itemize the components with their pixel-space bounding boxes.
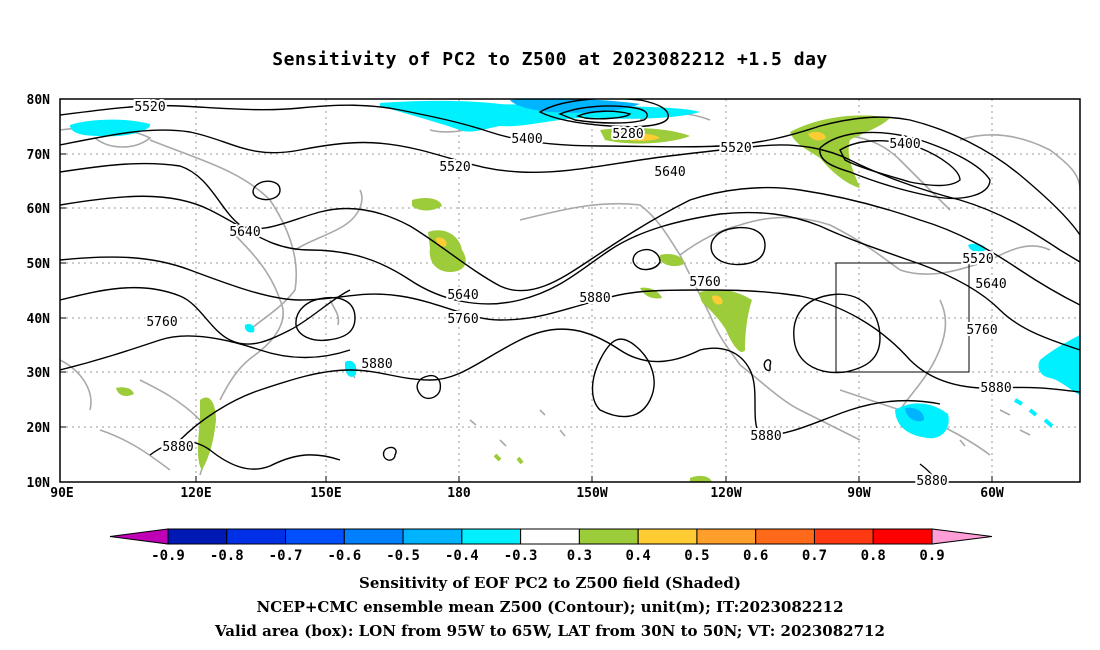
contour-label: 5880 bbox=[980, 381, 1011, 396]
valid-area-box bbox=[835, 262, 970, 373]
contour-label: 5760 bbox=[447, 312, 478, 327]
map-title: Sensitivity of PC2 to Z500 at 2023082212… bbox=[272, 49, 828, 70]
colorbar-label: -0.8 bbox=[210, 548, 244, 564]
colorbar-swatch bbox=[402, 528, 463, 545]
map-border bbox=[59, 98, 1081, 483]
colorbar-label: 0.7 bbox=[802, 548, 827, 564]
contour-label: 5760 bbox=[689, 275, 720, 290]
caption-line-1: Sensitivity of EOF PC2 to Z500 field (Sh… bbox=[359, 574, 741, 592]
axis-ticks bbox=[60, 98, 993, 483]
colorbar-label: -0.4 bbox=[445, 548, 479, 564]
lon-label: 180 bbox=[447, 486, 471, 501]
colorbar: -0.9 -0.8 -0.7 -0.6 -0.5 -0.4 -0.3 0.3 0.4 0.5 0.6… bbox=[109, 528, 993, 564]
contour-label: 5880 bbox=[579, 291, 610, 306]
contour-label: 5760 bbox=[966, 323, 997, 338]
lat-label: 30N bbox=[27, 366, 51, 381]
colorbar-swatch bbox=[637, 528, 698, 545]
colorbar-swatch bbox=[520, 528, 580, 545]
lon-label: 150W bbox=[576, 486, 607, 501]
lat-label: 70N bbox=[27, 148, 51, 163]
caption-line-2: NCEP+CMC ensemble mean Z500 (Contour); u… bbox=[256, 598, 844, 616]
colorbar-label: -0.9 bbox=[151, 548, 185, 564]
lat-label: 10N bbox=[27, 476, 51, 491]
colorbar-swatch bbox=[755, 528, 815, 545]
colorbar-label: 0.9 bbox=[919, 548, 944, 564]
colorbar-min-arrow bbox=[109, 528, 169, 545]
colorbar-max-arrow bbox=[931, 528, 993, 545]
contour-label: 5640 bbox=[975, 277, 1006, 292]
colorbar-swatch bbox=[872, 528, 933, 545]
lon-label: 60W bbox=[980, 486, 1004, 501]
colorbar-swatch bbox=[696, 528, 757, 545]
colorbar-swatch bbox=[343, 528, 404, 545]
contour-label: 5280 bbox=[612, 127, 643, 142]
lon-label: 150E bbox=[310, 486, 341, 501]
colorbar-swatch bbox=[461, 528, 522, 545]
lat-label: 80N bbox=[27, 93, 51, 108]
contour-label: 5880 bbox=[916, 474, 947, 489]
colorbar-label: 0.6 bbox=[743, 548, 768, 564]
colorbar-label: 0.8 bbox=[861, 548, 886, 564]
contour-label: 5400 bbox=[889, 137, 920, 152]
contour-label: 5520 bbox=[134, 100, 165, 115]
lon-label: 90W bbox=[847, 486, 871, 501]
lat-label: 20N bbox=[27, 421, 51, 436]
contour-label: 5520 bbox=[439, 160, 470, 175]
contour-label: 5880 bbox=[162, 440, 193, 455]
z500-contours bbox=[60, 99, 1080, 482]
lon-label: 90E bbox=[50, 486, 73, 501]
lat-label: 40N bbox=[27, 312, 51, 327]
colorbar-swatch bbox=[167, 528, 228, 545]
lat-label: 50N bbox=[27, 257, 51, 272]
colorbar-label: -0.5 bbox=[386, 548, 420, 564]
colorbar-label: -0.3 bbox=[504, 548, 538, 564]
colorbar-label: 0.4 bbox=[626, 548, 651, 564]
colorbar-label: -0.6 bbox=[327, 548, 361, 564]
colorbar-swatch bbox=[578, 528, 639, 545]
colorbar-swatch bbox=[813, 528, 874, 545]
contour-label: 5880 bbox=[750, 429, 781, 444]
lon-label: 120E bbox=[180, 486, 211, 501]
colorbar-label: 0.5 bbox=[684, 548, 709, 564]
lon-label: 120W bbox=[710, 486, 741, 501]
contour-label: 5640 bbox=[229, 225, 260, 240]
contour-label: 5640 bbox=[654, 165, 685, 180]
colorbar-label: -0.7 bbox=[269, 548, 303, 564]
lat-label: 60N bbox=[27, 202, 51, 217]
contour-label: 5520 bbox=[720, 141, 751, 156]
contour-label: 5880 bbox=[361, 357, 392, 372]
contour-label: 5640 bbox=[447, 288, 478, 303]
contour-label: 5520 bbox=[962, 252, 993, 267]
contour-label: 5400 bbox=[511, 132, 542, 147]
colorbar-swatch bbox=[285, 528, 345, 545]
caption-line-3: Valid area (box): LON from 95W to 65W, L… bbox=[215, 622, 885, 640]
colorbar-label: 0.3 bbox=[567, 548, 592, 564]
contour-label: 5760 bbox=[146, 315, 177, 330]
graticule bbox=[60, 99, 1080, 482]
colorbar-swatch bbox=[226, 528, 287, 545]
